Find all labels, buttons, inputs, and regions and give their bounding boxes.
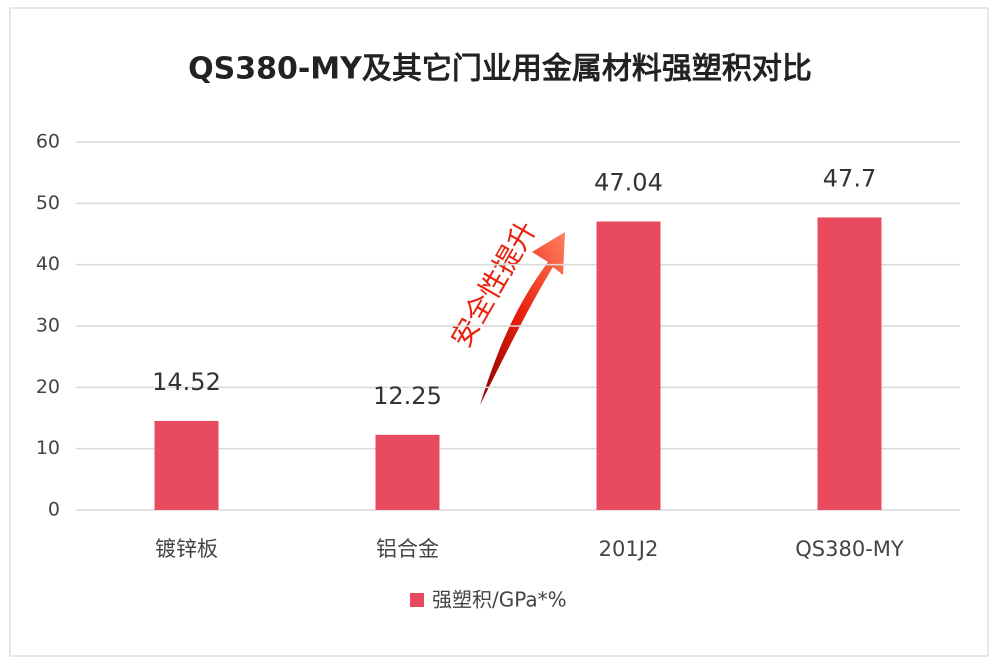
value-label: 12.25 bbox=[373, 382, 442, 410]
legend-swatch bbox=[410, 593, 424, 607]
y-tick-label: 0 bbox=[48, 499, 60, 521]
bar bbox=[817, 217, 882, 510]
chart-title: QS380-MY及其它门业用金属材料强塑积对比 bbox=[188, 52, 812, 87]
bar bbox=[375, 434, 440, 510]
y-tick-label: 10 bbox=[36, 437, 60, 459]
y-tick-label: 20 bbox=[36, 376, 60, 398]
x-tick-label: 铝合金 bbox=[376, 537, 439, 561]
value-label: 47.7 bbox=[823, 164, 876, 192]
arrow bbox=[480, 232, 565, 405]
y-tick-label: 50 bbox=[36, 192, 60, 214]
y-tick-label: 60 bbox=[36, 131, 60, 153]
x-tick-label: 201J2 bbox=[599, 537, 659, 561]
x-tick-label: QS380-MY bbox=[795, 537, 904, 561]
bar bbox=[154, 420, 219, 510]
legend-label: 强塑积/GPa*% bbox=[432, 588, 567, 612]
bar bbox=[596, 221, 661, 510]
y-tick-label: 30 bbox=[36, 315, 60, 337]
y-tick-label: 40 bbox=[36, 253, 60, 275]
value-label: 14.52 bbox=[152, 368, 221, 396]
legend: 强塑积/GPa*% bbox=[410, 588, 567, 612]
x-tick-label: 镀锌板 bbox=[155, 537, 218, 561]
value-label: 47.04 bbox=[594, 168, 663, 196]
